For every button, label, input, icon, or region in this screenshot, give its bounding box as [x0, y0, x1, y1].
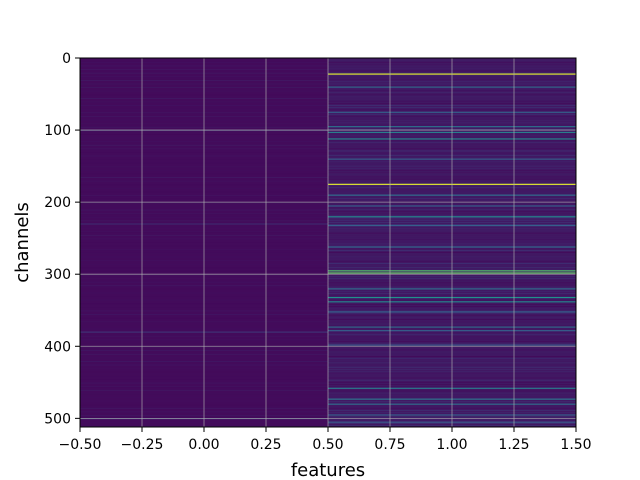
- y-tick-label: 100: [44, 123, 71, 139]
- y-tick-label: 400: [44, 339, 71, 355]
- x-tick-label: −0.25: [121, 437, 164, 453]
- x-tick-label: −0.50: [59, 437, 102, 453]
- x-tick-label: 0.25: [250, 437, 281, 453]
- x-axis-label: features: [291, 460, 365, 480]
- x-tick-label: 1.50: [560, 437, 591, 453]
- y-tick-label: 300: [44, 267, 71, 283]
- x-tick-label: 1.00: [436, 437, 467, 453]
- y-tick-label: 500: [44, 411, 71, 427]
- x-tick-label: 0.00: [188, 437, 219, 453]
- y-axis-label: channels: [12, 202, 33, 283]
- x-tick-label: 1.25: [498, 437, 529, 453]
- x-tick-label: 0.75: [374, 437, 405, 453]
- y-tick-label: 0: [62, 51, 71, 67]
- x-axis: −0.50 −0.25 0.00 0.25 0.50 0.75 1.00 1.25 1.50: [59, 427, 592, 453]
- x-tick-label: 0.50: [312, 437, 343, 453]
- y-tick-label: 200: [44, 195, 71, 211]
- y-axis: 0 100 200 300 400 500: [44, 51, 80, 427]
